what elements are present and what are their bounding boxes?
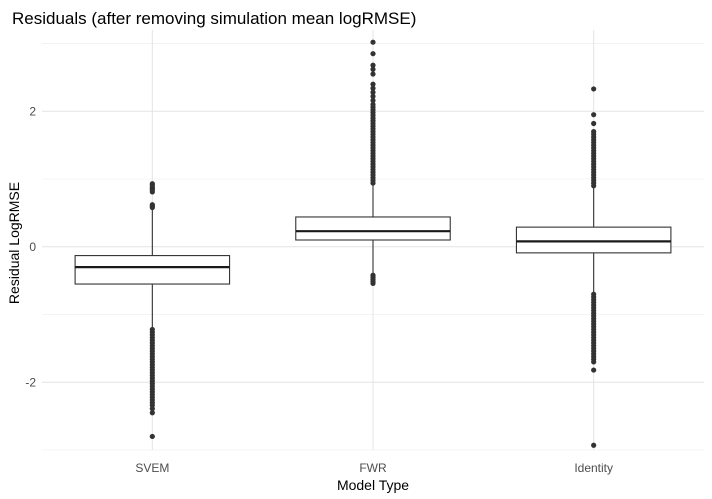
outlier-point <box>370 81 376 87</box>
outlier-point <box>591 359 597 365</box>
y-tick-label: -2 <box>25 375 36 389</box>
box-svem <box>74 181 231 440</box>
x-tick-label: FWR <box>359 461 387 475</box>
outlier-point <box>591 442 597 448</box>
tick-labels: -2 0 2 SVEM FWR Identity <box>25 104 613 475</box>
outlier-point <box>370 101 376 108</box>
outlier-point <box>591 86 597 92</box>
y-tick-label: 0 <box>29 240 36 254</box>
outlier-point <box>591 120 597 127</box>
outlier-point <box>370 71 376 77</box>
outlier-point <box>591 367 597 373</box>
outlier-point <box>370 89 376 95</box>
outlier-point <box>370 85 376 91</box>
outlier-point <box>149 406 155 412</box>
outlier-point <box>370 280 376 286</box>
x-tick-label: SVEM <box>135 461 169 475</box>
box-iqr <box>295 216 451 241</box>
x-axis-title: Model Type <box>337 477 409 493</box>
outlier-point <box>149 189 155 195</box>
outlier-point <box>149 410 155 416</box>
outlier-point <box>370 93 376 99</box>
box-layer <box>74 39 672 448</box>
outlier-point <box>370 51 376 57</box>
y-tick-label: 2 <box>29 104 36 118</box>
box-fwr <box>295 39 451 286</box>
outlier-point <box>149 433 155 440</box>
outlier-point <box>149 204 155 211</box>
outlier-point <box>591 112 597 118</box>
box-iqr <box>515 226 672 254</box>
box-identity <box>515 86 672 448</box>
outlier-point <box>370 66 376 72</box>
outlier-point <box>591 129 597 135</box>
chart-title: Residuals (after removing simulation mea… <box>12 9 416 28</box>
x-tick-label: Identity <box>574 461 613 475</box>
outlier-point <box>370 39 376 45</box>
outlier-point <box>370 62 376 68</box>
y-axis-title: Residual LogRMSE <box>6 182 22 304</box>
outlier-point <box>370 97 376 104</box>
box-iqr <box>74 255 231 285</box>
